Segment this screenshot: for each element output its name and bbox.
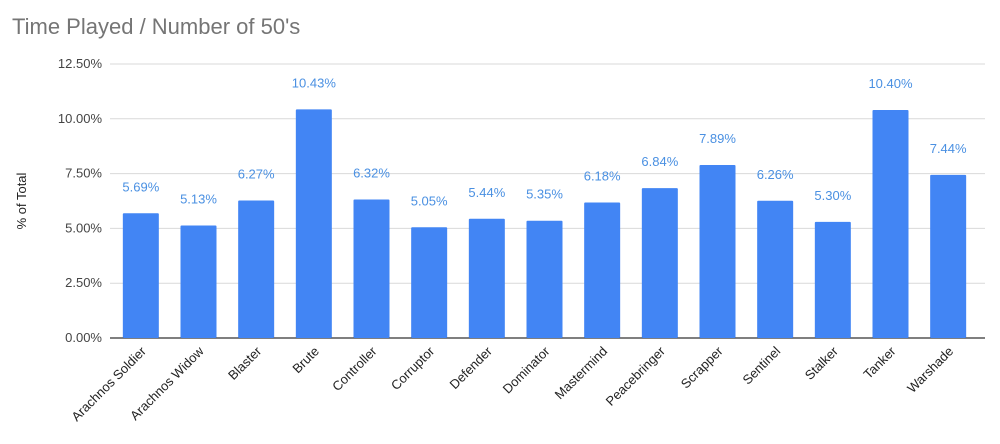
data-label: 10.43% <box>292 75 337 90</box>
data-label: 5.69% <box>122 179 159 194</box>
data-label: 7.44% <box>930 141 967 156</box>
bar <box>872 110 909 338</box>
data-label: 6.32% <box>353 165 390 180</box>
y-axis-title: % of Total <box>14 172 29 229</box>
x-tick-label: Tanker <box>860 343 899 382</box>
bar <box>757 200 794 338</box>
bar <box>468 218 505 338</box>
y-tick-label: 5.00% <box>65 220 102 235</box>
bar <box>295 109 332 339</box>
bar <box>699 165 736 338</box>
y-tick-label: 12.50% <box>58 56 103 71</box>
bar <box>353 199 390 338</box>
bar <box>814 221 851 338</box>
data-label: 10.40% <box>868 76 913 91</box>
x-tick-label: Scrapper <box>678 343 726 391</box>
y-tick-label: 10.00% <box>58 111 103 126</box>
bar <box>238 200 275 338</box>
x-tick-label: Mastermind <box>552 344 611 403</box>
bar <box>122 213 159 338</box>
data-label: 6.18% <box>584 169 621 184</box>
x-tick-label: Corruptor <box>388 343 438 393</box>
x-tick-label: Warshade <box>904 344 956 396</box>
data-label: 5.13% <box>180 192 217 207</box>
data-label: 5.30% <box>814 188 851 203</box>
data-label: 6.27% <box>238 167 275 182</box>
y-tick-label: 7.50% <box>65 166 102 181</box>
x-tick-label: Defender <box>447 343 496 392</box>
x-tick-label: Peacebringer <box>603 343 669 409</box>
bar <box>641 188 678 338</box>
x-tick-label: Dominator <box>500 343 553 396</box>
x-tick-label: Blaster <box>225 343 265 383</box>
data-label: 5.35% <box>526 187 563 202</box>
x-tick-label: Controller <box>329 343 380 394</box>
data-label: 5.44% <box>468 185 505 200</box>
bar <box>584 202 621 338</box>
bar <box>411 227 448 338</box>
bar <box>930 174 967 338</box>
bar <box>180 225 217 338</box>
chart-title: Time Played / Number of 50's <box>12 14 301 39</box>
bar <box>526 220 563 338</box>
data-label: 6.84% <box>641 154 678 169</box>
x-tick-label: Brute <box>289 344 322 377</box>
data-label: 6.26% <box>757 167 794 182</box>
x-tick-label: Sentinel <box>739 343 783 387</box>
data-label: 7.89% <box>699 131 736 146</box>
y-tick-label: 0.00% <box>65 330 102 345</box>
y-tick-label: 2.50% <box>65 275 102 290</box>
data-label: 5.05% <box>411 193 448 208</box>
x-tick-label: Stalker <box>802 343 842 383</box>
